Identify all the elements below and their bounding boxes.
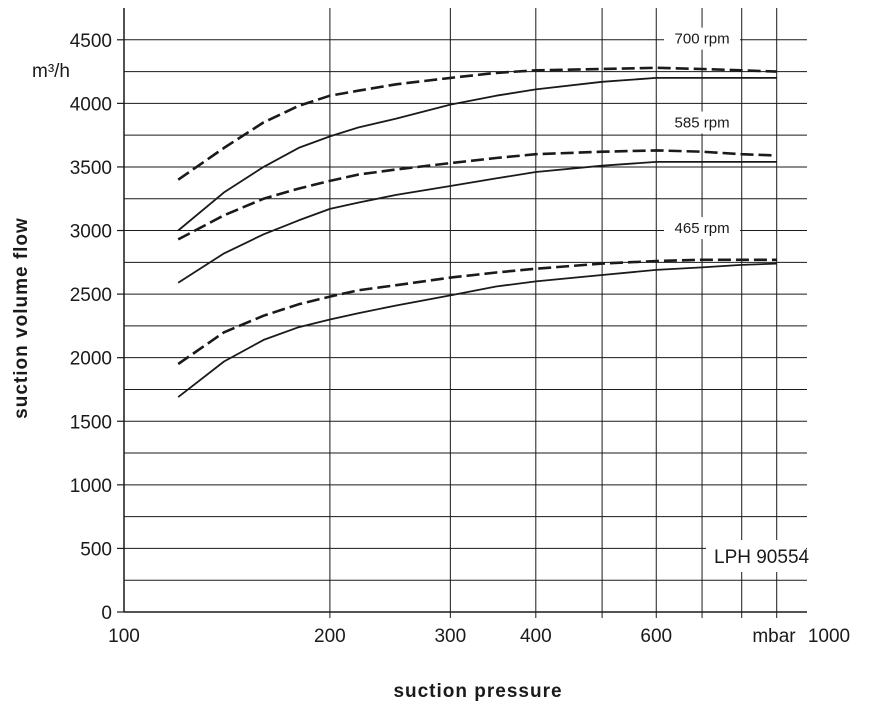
y-tick-label: 500	[80, 539, 112, 560]
series-line-1	[177, 66, 777, 181]
curve-label-background	[664, 217, 741, 240]
series-line-4	[177, 160, 777, 284]
y-tick-label: 4500	[70, 31, 112, 52]
y-tick-label: 2500	[70, 285, 112, 306]
y-tick-label: 2000	[70, 349, 112, 370]
x-tick-label: 400	[520, 626, 552, 647]
y-tick-label: 3000	[70, 222, 112, 243]
curve-label-3: 465 rpm	[675, 220, 730, 237]
series-line-2	[177, 77, 777, 232]
series-line-3	[177, 149, 777, 241]
curve-label-background	[664, 27, 741, 50]
x-tick-label: 600	[640, 626, 672, 647]
y-tick-label: 1500	[70, 412, 112, 433]
curve-label-background	[664, 111, 741, 134]
model-label: LPH 90554	[714, 547, 810, 568]
x-tick-label: 200	[314, 626, 346, 647]
x-tick-label: 1000	[808, 626, 850, 647]
y-axis-unit: m³/h	[32, 61, 70, 82]
curve-label-2: 585 rpm	[675, 115, 730, 132]
curve-label-1: 700 rpm	[675, 31, 730, 48]
x-axis-title: suction pressure	[393, 681, 562, 702]
series-line-6	[177, 262, 777, 398]
y-axis-title: suction volume flow	[11, 217, 32, 419]
x-axis-unit: mbar	[752, 626, 796, 647]
y-tick-label: 3500	[70, 158, 112, 179]
labels-group: 700 rpm 585 rpm 465 rpm	[664, 27, 741, 240]
series-line-5	[177, 258, 777, 366]
y-tick-label: 1000	[70, 476, 112, 497]
y-tick-label: 4000	[70, 94, 112, 115]
axes: 0 500 1000 1500 2000 2500 3000 3500 4000 4500 100 2…	[70, 8, 850, 647]
x-tick-label: 300	[434, 626, 466, 647]
grid	[124, 8, 807, 618]
series-group	[177, 66, 777, 398]
y-tick-label: 0	[101, 603, 112, 624]
x-tick-label: 100	[108, 626, 140, 647]
model-label-background	[706, 540, 806, 572]
